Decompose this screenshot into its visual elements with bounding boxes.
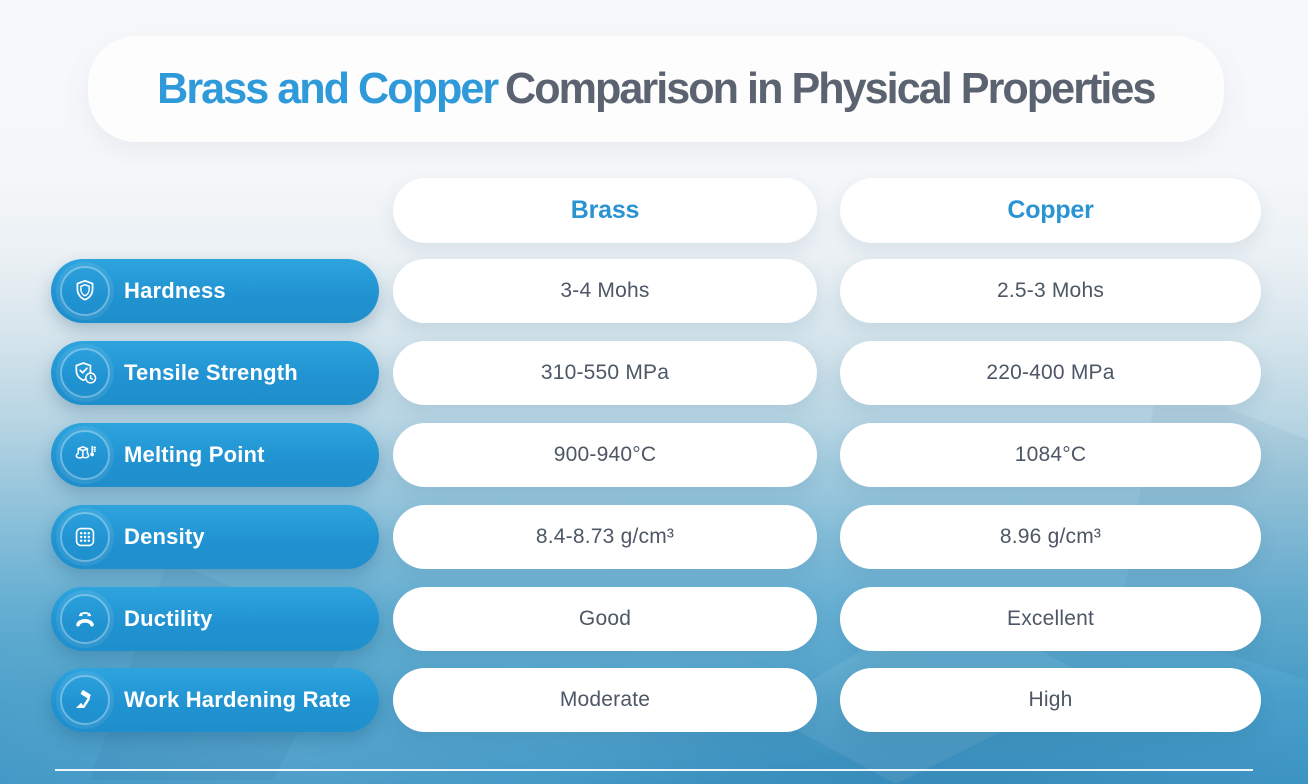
title-card: Brass and Copper Comparison in Physical P… <box>88 36 1224 142</box>
value-cell-copper-work-hardening-rate: High <box>840 668 1261 732</box>
column-header-label: Copper <box>1007 196 1094 224</box>
cell-value: 220-400 MPa <box>986 361 1115 384</box>
value-cell-copper-melting-point: 1084°C <box>840 423 1261 487</box>
property-label: Work Hardening Rate <box>124 687 352 712</box>
value-cell-brass-tensile-strength: 310-550 MPa <box>393 341 817 405</box>
value-cell-brass-work-hardening-rate: Moderate <box>393 668 817 732</box>
cell-value: 3-4 Mohs <box>560 279 650 302</box>
dot-grid-icon <box>60 512 110 562</box>
page-title: Brass and Copper Comparison in Physical P… <box>157 64 1156 114</box>
hammer-icon <box>60 675 110 725</box>
property-pill-density: Density <box>51 505 379 569</box>
value-cell-brass-melting-point: 900-940°C <box>393 423 817 487</box>
title-highlight: Brass and Copper <box>157 64 499 113</box>
bottom-divider <box>55 769 1253 771</box>
property-pill-ductility: Ductility <box>51 587 379 651</box>
shield-check-clock-icon <box>60 348 110 398</box>
title-rest: Comparison in Physical Properties <box>505 64 1156 113</box>
value-cell-copper-density: 8.96 g/cm³ <box>840 505 1261 569</box>
property-label: Ductility <box>124 606 213 631</box>
cell-value: 8.4-8.73 g/cm³ <box>535 525 675 548</box>
column-header-label: Brass <box>570 196 640 224</box>
shield-icon <box>60 266 110 316</box>
value-cell-copper-ductility: Excellent <box>840 587 1261 651</box>
cell-value: 8.96 g/cm³ <box>999 525 1102 548</box>
value-cell-copper-tensile-strength: 220-400 MPa <box>840 341 1261 405</box>
melting-cube-thermometer-icon <box>60 430 110 480</box>
cell-value: Good <box>578 607 632 630</box>
value-cell-brass-density: 8.4-8.73 g/cm³ <box>393 505 817 569</box>
cell-value: 1084°C <box>1014 443 1087 466</box>
cell-value: 310-550 MPa <box>540 361 670 384</box>
property-pill-tensile-strength: Tensile Strength <box>51 341 379 405</box>
value-cell-brass-ductility: Good <box>393 587 817 651</box>
bend-arrow-icon <box>60 594 110 644</box>
cell-value: Excellent <box>1006 607 1094 630</box>
property-pill-work-hardening-rate: Work Hardening Rate <box>51 668 379 732</box>
value-cell-copper-hardness: 2.5-3 Mohs <box>840 259 1261 323</box>
column-header-brass: Brass <box>393 178 817 243</box>
cell-value: 900-940°C <box>553 443 657 466</box>
property-pill-hardness: Hardness <box>51 259 379 323</box>
property-label: Density <box>124 524 205 549</box>
column-header-copper: Copper <box>840 178 1261 243</box>
property-pill-melting-point: Melting Point <box>51 423 379 487</box>
cell-value: 2.5-3 Mohs <box>996 279 1105 302</box>
value-cell-brass-hardness: 3-4 Mohs <box>393 259 817 323</box>
cell-value: Moderate <box>559 688 651 711</box>
property-label: Tensile Strength <box>124 360 298 385</box>
cell-value: High <box>1028 688 1073 711</box>
property-label: Hardness <box>124 278 226 303</box>
property-label: Melting Point <box>124 442 265 467</box>
